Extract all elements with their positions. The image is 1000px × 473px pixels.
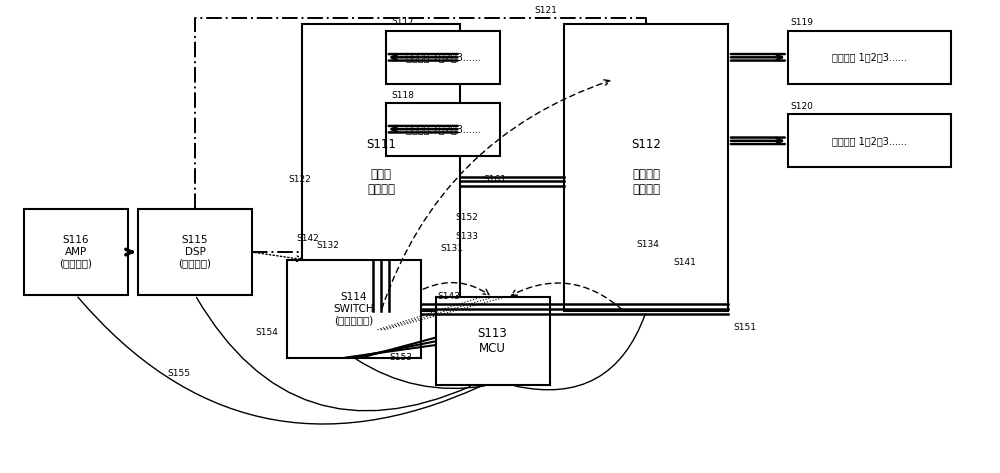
Bar [436,297,550,385]
Text: S121: S121 [535,6,558,15]
Text: S113
MCU: S113 MCU [478,327,507,355]
Text: S134: S134 [637,240,660,249]
Text: S119: S119 [791,18,814,27]
Text: S118: S118 [391,91,414,100]
Text: 图像系统 1、2、3......: 图像系统 1、2、3...... [832,136,907,146]
Text: S112

扩展分区
处理单元: S112 扩展分区 处理单元 [631,139,661,196]
Bar [138,209,252,295]
Text: S131: S131 [441,244,464,253]
Bar [564,24,728,311]
Bar [386,31,500,84]
Text: S117: S117 [391,17,414,26]
Text: S132: S132 [317,241,339,250]
Text: S133: S133 [455,232,478,241]
Text: S153: S153 [389,353,412,362]
Text: S143: S143 [438,291,460,300]
Text: S115
DSP
(声音处理): S115 DSP (声音处理) [179,236,212,269]
Text: S152: S152 [455,213,478,222]
Text: S114
SWITCH
(以太网交换): S114 SWITCH (以太网交换) [333,292,374,325]
Bar [788,114,951,167]
Text: S122: S122 [289,175,312,184]
Text: S155: S155 [168,369,191,378]
Text: 显示系统 1、2、3......: 显示系统 1、2、3...... [406,53,480,62]
Text: S116
AMP
(功放芯片): S116 AMP (功放芯片) [60,236,93,269]
Text: S141: S141 [674,258,696,267]
Bar [788,31,951,84]
Text: S161: S161 [483,175,506,184]
Bar [302,24,460,311]
Bar [287,260,421,358]
Text: S111

主分区
处理单元: S111 主分区 处理单元 [366,139,396,196]
Text: S154: S154 [255,328,278,337]
Text: 图像系统 1、2、3......: 图像系统 1、2、3...... [406,124,480,134]
Bar [24,209,128,295]
Bar [386,103,500,156]
Text: 显示系统 1、2、3......: 显示系统 1、2、3...... [832,53,907,62]
Text: S142: S142 [297,234,319,243]
Text: S120: S120 [791,102,813,111]
Text: S151: S151 [733,323,756,332]
